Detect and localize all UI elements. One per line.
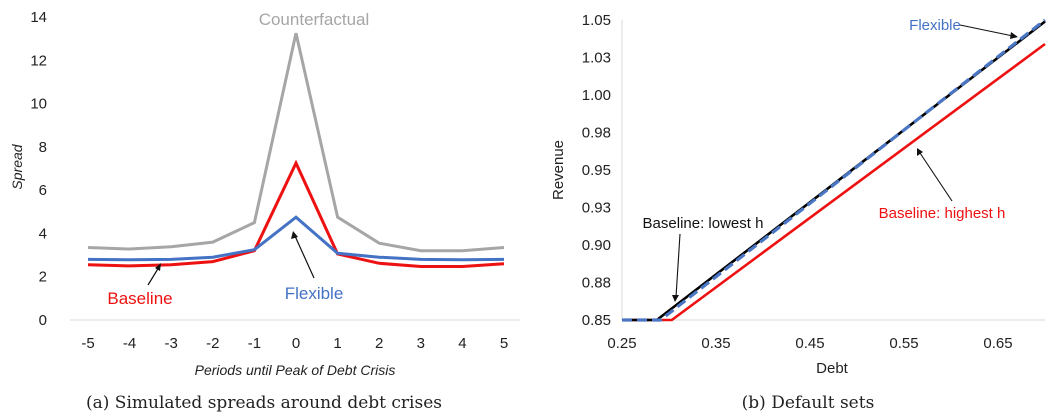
series-line-flexible <box>87 215 505 262</box>
chart-a-x-tick-label: 4 <box>458 335 466 352</box>
chart-a-x-tick-label: -5 <box>81 335 94 352</box>
annotation-baseline-arrowhead <box>155 263 161 271</box>
chart-b-caption: (b) Default sets <box>742 393 875 413</box>
series-line-baseline-highest-h <box>622 42 1046 322</box>
chart-b-series <box>622 18 1046 322</box>
chart-b-x-tick-label: 0.45 <box>795 335 824 352</box>
annotation-baseline-lowest: Baseline: lowest h <box>643 215 764 232</box>
chart-b-x-tick-label: 0.25 <box>607 335 636 352</box>
annotation-flexible-b-arrow <box>959 24 1014 37</box>
annotation-baseline-highest-arrowhead <box>917 148 923 156</box>
annotation-baseline-highest: Baseline: highest h <box>879 205 1006 222</box>
chart-b-y-tick-label: 0.88 <box>582 275 611 292</box>
chart-a-y-tick-label: 10 <box>30 96 47 113</box>
chart-a-y-ticks: 0 2 4 6 8 10 12 14 <box>30 9 47 329</box>
chart-a-y-tick-label: 4 <box>39 225 47 242</box>
annotation-baseline-highest-arrow <box>919 152 953 202</box>
annotation-baseline-arrow <box>147 266 160 286</box>
annotation-flexible-b-arrowhead <box>1010 32 1018 39</box>
chart-b-default-sets: 0.85 0.88 0.90 0.93 0.95 0.98 1.00 1.03 1.05 0.2… <box>550 12 1046 413</box>
chart-a-x-tick-label: -4 <box>123 335 136 352</box>
chart-b-y-ticks: 0.85 0.88 0.90 0.93 0.95 0.98 1.00 1.03 1.05 <box>582 12 611 329</box>
chart-b-y-tick-label: 0.98 <box>582 125 611 142</box>
annotation-baseline-lowest-arrow <box>675 233 681 298</box>
chart-a-x-tick-label: 0 <box>292 335 300 352</box>
annotation-counterfactual: Counterfactual <box>259 10 370 29</box>
chart-a-y-label: Spread <box>9 143 25 189</box>
chart-a-x-label: Periods until Peak of Debt Crisis <box>195 362 396 378</box>
chart-b-y-tick-label: 1.03 <box>582 50 611 67</box>
chart-a-x-ticks: -5 -4 -3 -2 -1 0 1 2 3 4 5 <box>81 335 508 352</box>
annotation-baseline-lowest-arrowhead <box>672 295 679 302</box>
chart-a-y-tick-label: 0 <box>39 312 47 329</box>
chart-b-y-label: Revenue <box>550 140 567 200</box>
chart-a-x-tick-label: 3 <box>417 335 425 352</box>
chart-b-y-tick-label: 0.90 <box>582 237 611 254</box>
chart-a-y-tick-label: 12 <box>30 52 47 69</box>
annotation-flexible-arrowhead <box>291 231 298 239</box>
annotation-flexible-arrow <box>294 235 315 279</box>
chart-b-x-label: Debt <box>816 360 849 377</box>
chart-b-x-tick-label: 0.65 <box>983 335 1012 352</box>
chart-a-x-tick-label: 1 <box>333 335 341 352</box>
chart-a-x-tick-label: 5 <box>500 335 508 352</box>
annotation-baseline: Baseline <box>107 289 172 308</box>
series-line-baseline-lowest-h <box>622 20 1046 322</box>
chart-b-y-tick-label: 0.93 <box>582 200 611 217</box>
chart-b-y-tick-label: 0.85 <box>582 312 611 329</box>
chart-a-y-tick-label: 6 <box>39 182 47 199</box>
chart-a-x-tick-label: -2 <box>206 335 219 352</box>
chart-a-x-tick-label: -3 <box>165 335 178 352</box>
chart-a-x-tick-label: -1 <box>248 335 261 352</box>
chart-b-y-tick-label: 1.05 <box>582 12 611 29</box>
chart-a-x-tick-label: 2 <box>375 335 383 352</box>
annotation-flexible-b: Flexible <box>909 17 961 34</box>
series-line-counterfactual <box>87 32 505 253</box>
annotation-flexible: Flexible <box>285 284 344 303</box>
chart-a-caption: (a) Simulated spreads around debt crises <box>86 393 442 413</box>
series-line-flexible <box>622 18 1046 322</box>
chart-a-series <box>87 32 505 268</box>
chart-b-y-tick-label: 0.95 <box>582 162 611 179</box>
chart-b-x-tick-label: 0.35 <box>701 335 730 352</box>
series-line-baseline <box>87 159 505 268</box>
chart-b-x-tick-label: 0.55 <box>889 335 918 352</box>
chart-a-y-tick-label: 14 <box>30 9 47 26</box>
chart-a-y-tick-label: 8 <box>39 139 47 156</box>
chart-b-x-ticks: 0.25 0.35 0.45 0.55 0.65 <box>607 335 1012 352</box>
chart-b-y-tick-label: 1.00 <box>582 87 611 104</box>
chart-a-y-tick-label: 2 <box>39 269 47 286</box>
